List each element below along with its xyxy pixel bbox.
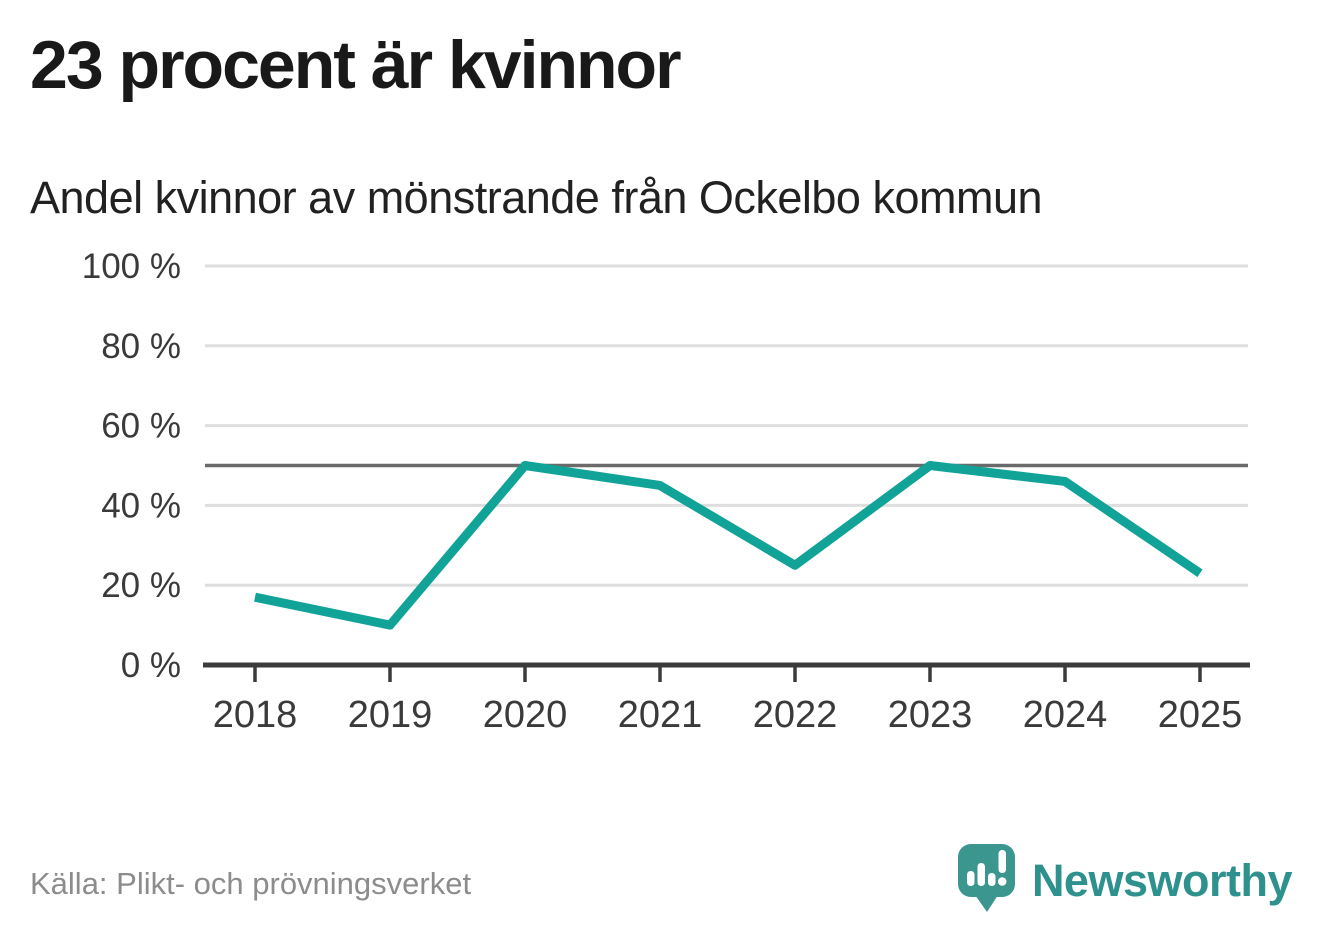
x-tick-label-2022: 2022 — [753, 694, 838, 736]
x-tick-label-2025: 2025 — [1158, 694, 1243, 736]
brand-footer: Newsworthy — [956, 842, 1293, 922]
source-note: Källa: Plikt- och prövningsverket — [30, 866, 472, 901]
y-tick-label-60: 60 % — [101, 407, 181, 446]
y-tick-label-100: 100 % — [82, 247, 181, 286]
x-tick-label-2018: 2018 — [213, 694, 298, 736]
chart-subtitle: Andel kvinnor av mönstrande från Ockelbo… — [30, 172, 1043, 223]
x-tick-label-2023: 2023 — [888, 694, 973, 736]
x-tick-label-2021: 2021 — [618, 694, 703, 736]
x-tick-label-2024: 2024 — [1023, 694, 1108, 736]
data-line-Andel kvinnor av mönstrande — [254, 461, 1203, 630]
brand-wordmark: Newsworthy — [1031, 855, 1293, 906]
chart-title: 23 procent är kvinnor — [30, 27, 682, 103]
y-tick-label-0: 0 % — [121, 646, 181, 685]
newsworthy-logo-icon — [957, 844, 1015, 912]
y-tick-label-40: 40 % — [101, 486, 181, 525]
y-tick-label-80: 80 % — [101, 327, 181, 366]
y-tick-label-20: 20 % — [101, 566, 181, 605]
x-tick-label-2020: 2020 — [483, 694, 568, 736]
x-tick-label-2019: 2019 — [348, 694, 433, 736]
